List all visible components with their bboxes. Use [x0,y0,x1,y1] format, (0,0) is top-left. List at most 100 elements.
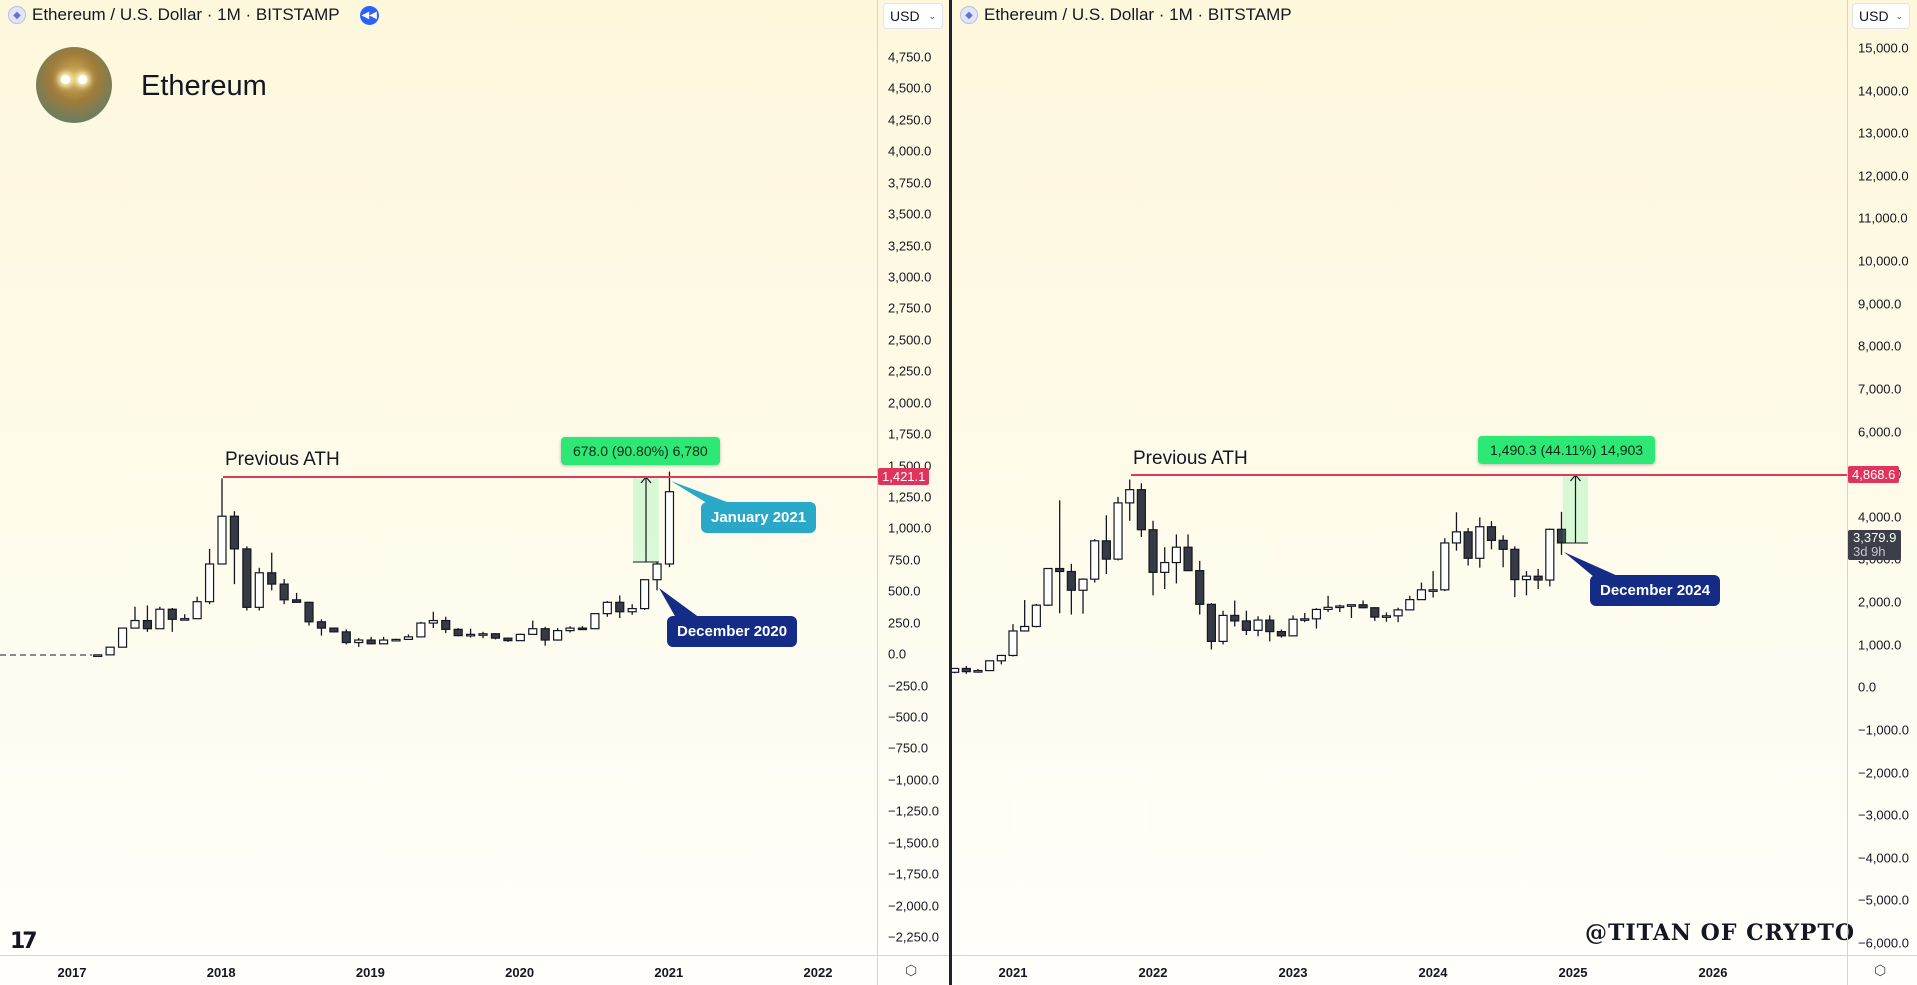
time-tick: 2026 [1698,965,1728,980]
price-tick: −6,000.0 [1858,935,1909,951]
price-tick: 4,000.0 [888,143,932,159]
price-tick: −2,000.0 [888,898,939,914]
price-tick: 0.0 [888,646,907,662]
left-candlestick-plot[interactable] [0,0,877,955]
replay-rewind-icon[interactable]: ◀◀ [359,5,379,25]
price-tick: 0.0 [1858,679,1877,695]
price-tick: 1,250.0 [888,489,932,505]
price-tick: 1,000.0 [888,520,932,536]
left-legend: ◆ Ethereum / U.S. Dollar · 1M · BITSTAMP… [8,5,379,25]
current-price: 3,379.9 [1853,530,1897,545]
time-tick: 2017 [57,965,87,980]
price-tick: 12,000.0 [1858,168,1909,184]
avatar-eye [78,75,87,84]
price-tick: 3,250.0 [888,238,932,254]
time-tick: 2018 [206,965,236,980]
right-legend: ◆ Ethereum / U.S. Dollar · 1M · BITSTAMP [960,5,1292,25]
right-candlestick-plot[interactable] [952,0,1847,955]
chevron-down-icon: ⌄ [1895,10,1903,21]
price-tick: 1,750.0 [888,426,932,442]
price-tick: −1,500.0 [888,835,939,851]
watermark: @TITAN OF CRYPTO [1585,920,1856,946]
chevron-down-icon: ⌄ [928,10,936,21]
left-legend-text: Ethereum / U.S. Dollar · 1M · BITSTAMP [32,5,340,24]
avatar [36,47,112,123]
currency-select[interactable]: USD ⌄ [1852,3,1910,29]
price-tick: 3,000.0 [888,269,932,285]
left-axis-corner [877,955,949,985]
price-tick: 2,000.0 [888,395,932,411]
december-2020-callout[interactable]: December 2020 [667,616,798,647]
price-tick: 4,500.0 [888,80,932,96]
price-tick: −250.0 [888,678,929,694]
ath-horizontal-line[interactable] [1131,474,1847,476]
left-chart-pane[interactable]: ◆ Ethereum / U.S. Dollar · 1M · BITSTAMP… [0,0,949,985]
current-price-badge: 3,379.9 3d 9h [1848,530,1902,560]
price-tick: 3,750.0 [888,175,932,191]
price-tick: 500.0 [888,583,921,599]
price-tick: −5,000.0 [1858,892,1909,908]
ath-horizontal-line[interactable] [223,476,877,478]
time-tick: 2021 [654,965,684,980]
january-2021-callout[interactable]: January 2021 [701,502,817,533]
settings-icon[interactable]: ⬡ [1874,962,1887,978]
time-tick: 2022 [1138,965,1168,980]
right-legend-text: Ethereum / U.S. Dollar · 1M · BITSTAMP [984,5,1292,24]
price-tick: 4,000.0 [1858,509,1902,525]
price-tick: 15,000.0 [1858,40,1909,56]
price-tick: 250.0 [888,615,921,631]
price-tick: 750.0 [888,552,921,568]
price-tick: −1,750.0 [888,866,939,882]
pane-divider[interactable] [949,0,952,985]
currency-value: USD [890,8,920,24]
price-tick: −1,000.0 [888,772,939,788]
time-tick: 2025 [1558,965,1588,980]
price-tick: −1,250.0 [888,803,939,819]
price-tick: 14,000.0 [1858,83,1909,99]
right-price-axis[interactable]: USD ⌄ 15,000.0 14,000.0 13,000.0 12,000.0 11… [1847,0,1917,955]
time-tick: 2023 [1278,965,1308,980]
time-tick: 2022 [803,965,833,980]
price-range-measure[interactable]: 678.0 (90.80%) 6,780 [561,437,720,465]
previous-ath-label: Previous ATH [1133,448,1248,469]
price-tick: −2,000.0 [1858,765,1909,781]
price-tick: 9,000.0 [1858,296,1902,312]
right-chart-pane[interactable]: ◆ Ethereum / U.S. Dollar · 1M · BITSTAMP… [952,0,1917,985]
price-tick: −3,000.0 [1858,807,1909,823]
currency-value: USD [1859,8,1889,24]
price-tick: 3,500.0 [888,206,932,222]
time-tick: 2020 [505,965,535,980]
price-tick: −2,250.0 [888,929,939,945]
price-tick: 2,250.0 [888,363,932,379]
price-tick: 10,000.0 [1858,253,1909,269]
time-tick: 2019 [355,965,385,980]
left-price-axis[interactable]: USD ⌄ 4,750.0 4,500.0 4,250.0 4,000.0 3,750.… [877,0,949,955]
price-tick: 8,000.0 [1858,338,1902,354]
price-range-measure[interactable]: 1,490.3 (44.11%) 14,903 [1478,436,1656,464]
settings-icon[interactable]: ⬡ [905,962,918,978]
price-tick: −1,000.0 [1858,722,1909,738]
price-tick: 1,000.0 [1858,637,1902,653]
december-2024-callout[interactable]: December 2024 [1590,575,1721,606]
avatar-eye [61,75,70,84]
time-tick: 2021 [998,965,1028,980]
right-time-axis[interactable]: 2021 2022 2023 2024 2025 2026 [952,955,1847,985]
price-tick: −500.0 [888,709,929,725]
bar-countdown: 3d 9h [1853,544,1886,559]
currency-select[interactable]: USD ⌄ [883,3,943,29]
price-tick: 11,000.0 [1858,210,1908,226]
price-tick: 7,000.0 [1858,381,1902,397]
price-tick: 13,000.0 [1858,125,1909,141]
tradingview-logo[interactable]: 17 [10,929,38,954]
left-time-axis[interactable]: 2017 2018 2019 2020 2021 2022 [0,955,877,985]
price-tick: −4,000.0 [1858,850,1909,866]
ath-price-badge: 1,421.1 [878,468,930,485]
price-tick: 4,250.0 [888,112,932,128]
time-tick: 2024 [1418,965,1448,980]
right-axis-corner [1847,955,1917,985]
previous-ath-label: Previous ATH [225,449,340,470]
price-tick: 2,750.0 [888,300,932,316]
ath-price-badge: 4,868.6 [1848,466,1900,483]
price-tick: 2,000.0 [1858,594,1902,610]
price-tick: 4,750.0 [888,49,932,65]
